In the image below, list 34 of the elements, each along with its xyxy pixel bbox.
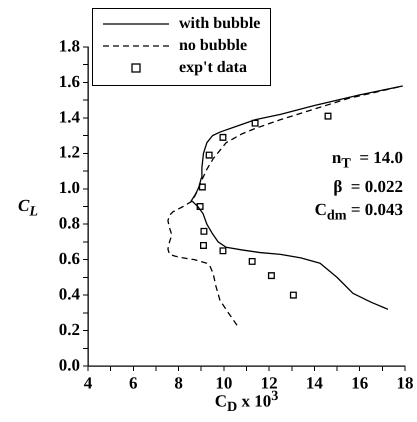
- y-tick-label: 0.6: [58, 249, 80, 268]
- point: [290, 292, 297, 299]
- y-tick-label: 1.4: [58, 107, 80, 126]
- legend-label: with bubble: [179, 15, 260, 33]
- point: [200, 242, 207, 249]
- x-tick-label: 6: [129, 374, 138, 393]
- y-tick-label: 1.8: [58, 36, 80, 56]
- y-tick-label: 0.2: [58, 320, 80, 339]
- y-tick-label: 0.4: [58, 284, 80, 304]
- y-tick-label: 0.8: [58, 214, 80, 233]
- point: [206, 152, 213, 159]
- x-tick-label: 14: [306, 374, 324, 393]
- y-tick-label: 1.0: [58, 178, 80, 198]
- point: [252, 120, 259, 127]
- text: exp't data: [179, 59, 247, 77]
- point: [219, 134, 226, 141]
- point: [324, 112, 332, 120]
- y-tick-label: 1.6: [58, 72, 80, 91]
- point: [200, 228, 208, 235]
- x-tick-label: 4: [84, 374, 93, 393]
- annotation: β = 0.022: [332, 176, 403, 198]
- y-tick-label: 1.2: [58, 142, 80, 162]
- point: [268, 272, 275, 280]
- annotation: C$_{dm}$ = 0.043: [314, 199, 403, 226]
- legend-label: no bubble: [179, 37, 248, 55]
- annotation: n$_{T}$ = 14.0: [330, 147, 403, 174]
- point: [248, 258, 256, 265]
- y-axis-title: C$_{L}$: [18, 196, 38, 220]
- y-tick-label: 0.0: [58, 355, 80, 374]
- x-tick-label: 18: [396, 374, 414, 393]
- x-tick-label: 8: [174, 374, 183, 393]
- point: [198, 184, 206, 190]
- point: [219, 247, 226, 254]
- x-tick-label: 16: [351, 374, 368, 393]
